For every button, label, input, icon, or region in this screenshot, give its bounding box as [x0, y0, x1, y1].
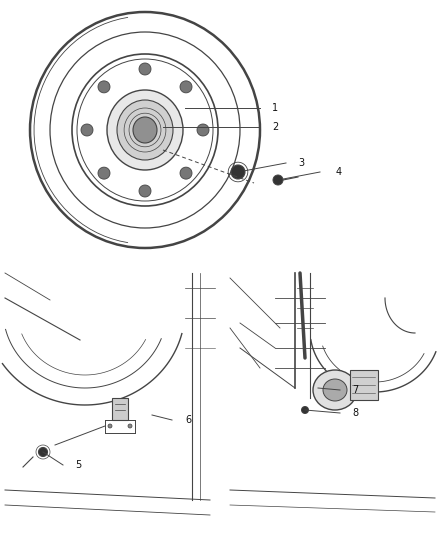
Ellipse shape — [139, 63, 151, 75]
Ellipse shape — [117, 100, 173, 160]
Ellipse shape — [197, 124, 209, 136]
Ellipse shape — [139, 185, 151, 197]
Ellipse shape — [98, 167, 110, 179]
FancyBboxPatch shape — [112, 398, 128, 420]
Text: 6: 6 — [185, 415, 191, 425]
Text: 2: 2 — [272, 122, 278, 132]
Text: 1: 1 — [272, 103, 278, 113]
Ellipse shape — [180, 167, 192, 179]
Text: 3: 3 — [298, 158, 304, 168]
Ellipse shape — [231, 165, 245, 179]
Ellipse shape — [108, 424, 112, 428]
FancyBboxPatch shape — [350, 370, 378, 400]
Ellipse shape — [180, 81, 192, 93]
Text: 5: 5 — [75, 460, 81, 470]
Ellipse shape — [323, 379, 347, 401]
Ellipse shape — [39, 448, 47, 456]
Ellipse shape — [128, 424, 132, 428]
Ellipse shape — [301, 407, 308, 414]
Ellipse shape — [313, 370, 357, 410]
Ellipse shape — [81, 124, 93, 136]
Ellipse shape — [107, 90, 183, 170]
Text: 4: 4 — [336, 167, 342, 177]
Ellipse shape — [98, 81, 110, 93]
Text: 8: 8 — [352, 408, 358, 418]
Ellipse shape — [273, 175, 283, 185]
Ellipse shape — [133, 117, 157, 143]
Text: 7: 7 — [352, 385, 358, 395]
